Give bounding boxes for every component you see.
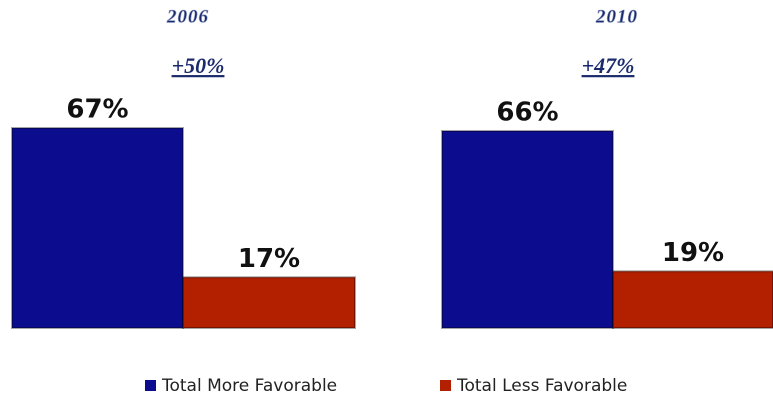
value-label: 17% — [238, 244, 300, 274]
value-label: 19% — [662, 238, 724, 268]
group-change: +47% — [582, 53, 635, 78]
bar — [441, 129, 614, 329]
legend-swatch — [145, 380, 156, 391]
legend-label: Total More Favorable — [161, 376, 337, 394]
bar — [11, 127, 184, 329]
group-title: 2010 — [595, 6, 638, 27]
value-label: 67% — [66, 95, 128, 125]
group-title: 2006 — [166, 6, 209, 27]
group-change: +50% — [172, 53, 225, 78]
legend-label: Total Less Favorable — [456, 376, 627, 394]
bar — [182, 276, 356, 330]
legend-swatch — [440, 380, 451, 391]
value-label: 66% — [496, 97, 558, 127]
bar — [612, 270, 773, 330]
